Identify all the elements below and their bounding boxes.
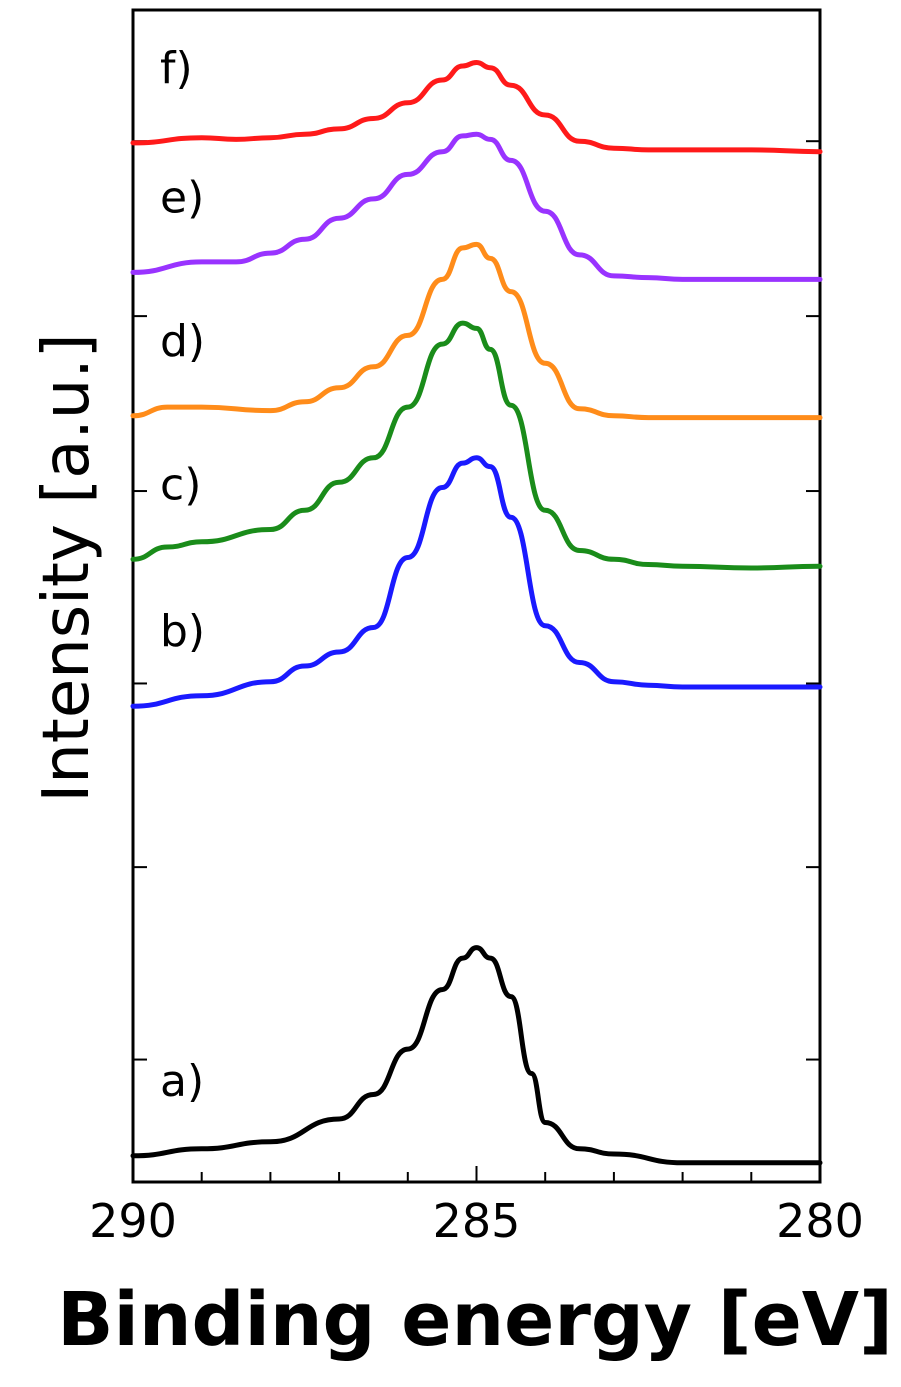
x-tick-label: 285: [433, 1194, 521, 1248]
series-label-a: a): [160, 1056, 204, 1107]
x-axis-title: Binding energy [eV]: [57, 1277, 893, 1363]
x-tick-label: 280: [776, 1194, 864, 1248]
series-line-f: [130, 60, 823, 155]
x-axis-ticks: [132, 1166, 821, 1182]
series-label-f: f): [160, 43, 193, 94]
series-label-b: b): [160, 606, 205, 657]
series-line-e: [130, 131, 823, 282]
series-label-c: c): [160, 459, 201, 510]
series-label-e: e): [160, 172, 204, 223]
x-axis-tick-labels: 290 285 280: [89, 1194, 864, 1248]
x-tick-label: 290: [89, 1194, 177, 1248]
plot-frame: [131, 8, 822, 1184]
y-axis-title: Intensity [a.u.]: [30, 333, 104, 802]
series-line-c: [130, 320, 823, 571]
series-label-d: d): [160, 316, 205, 367]
spectra-series: a) b) c) d) e) f): [130, 43, 823, 1166]
series-line-b: [130, 455, 823, 709]
series-line-a: [130, 945, 823, 1166]
series-line-d: [130, 241, 823, 421]
